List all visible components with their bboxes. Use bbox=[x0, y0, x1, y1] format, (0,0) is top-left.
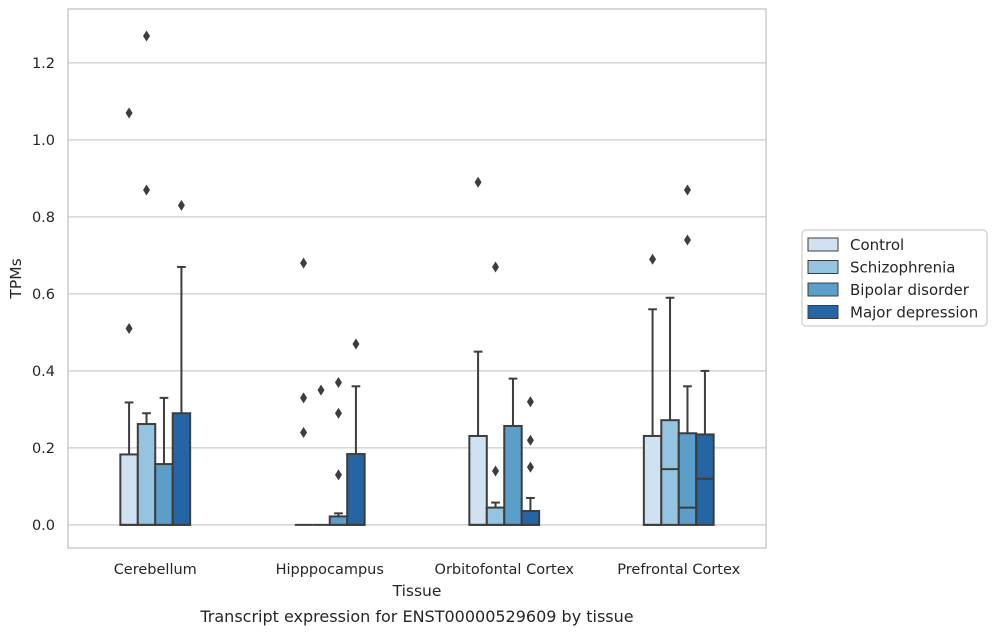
box-schizophrenia bbox=[660, 296, 680, 526]
box-schizophrenia bbox=[136, 30, 157, 526]
box-major-depression bbox=[695, 369, 715, 526]
legend-frame bbox=[801, 229, 988, 327]
x-tick-label: Orbitofontal Cortex bbox=[435, 562, 575, 578]
legend-label: Major depression bbox=[850, 304, 978, 322]
outlier-point bbox=[474, 176, 482, 188]
outlier-point bbox=[683, 184, 691, 196]
legend-label: Bipolar disorder bbox=[850, 281, 970, 299]
outlier-point bbox=[143, 30, 151, 42]
outlier-point bbox=[177, 199, 185, 211]
box-body bbox=[346, 453, 366, 526]
box-major-depression bbox=[346, 338, 366, 526]
y-tick-label: 1.2 bbox=[32, 56, 55, 72]
outlier-point bbox=[334, 407, 342, 419]
box-body bbox=[503, 424, 523, 526]
outlier-point bbox=[317, 384, 325, 396]
legend-swatch bbox=[807, 260, 839, 274]
y-tick-label: 0.6 bbox=[32, 287, 55, 303]
legend-swatch bbox=[807, 305, 839, 319]
box-schizophrenia bbox=[485, 261, 506, 526]
box-major-depression bbox=[520, 396, 541, 526]
outlier-point bbox=[300, 257, 308, 269]
box-body bbox=[136, 423, 157, 526]
box-major-depression bbox=[171, 199, 192, 526]
box-body bbox=[119, 453, 139, 526]
box-body bbox=[468, 434, 488, 526]
x-axis-ticks: Cerebellum Hipppocampus Orbitofontal Corte… bbox=[114, 562, 741, 578]
figure-caption: Transcript expression for ENST0000052960… bbox=[199, 607, 633, 626]
box-body bbox=[328, 515, 349, 526]
x-tick-label: Cerebellum bbox=[114, 562, 197, 578]
y-tick-label: 1.0 bbox=[32, 133, 55, 149]
box-plot-area bbox=[119, 30, 715, 526]
box-body bbox=[485, 506, 506, 526]
outlier-point bbox=[683, 234, 691, 246]
y-tick-label: 0.2 bbox=[32, 441, 55, 457]
y-tick-label: 0.8 bbox=[32, 210, 55, 226]
outlier-point bbox=[125, 323, 133, 335]
box-body bbox=[660, 419, 680, 526]
box-bipolar-disorder bbox=[154, 396, 174, 526]
y-tick-label: 0.0 bbox=[32, 518, 55, 534]
outlier-point bbox=[492, 465, 500, 477]
box-bipolar-disorder bbox=[677, 184, 698, 526]
x-tick-label: Prefrontal Cortex bbox=[617, 562, 740, 578]
legend-label: Schizophrenia bbox=[850, 259, 955, 277]
outlier-point bbox=[526, 396, 534, 408]
outlier-point bbox=[334, 469, 342, 481]
legend-label: Control bbox=[850, 236, 904, 254]
box-body bbox=[520, 510, 541, 526]
y-tick-label: 0.4 bbox=[32, 364, 55, 380]
box-body bbox=[171, 412, 192, 526]
y-axis-ticks: 0.0 0.2 0.4 0.6 0.8 1.0 1.2 bbox=[32, 56, 55, 534]
box-bipolar-disorder bbox=[503, 377, 523, 526]
box-control bbox=[642, 253, 663, 526]
box-control bbox=[468, 176, 488, 526]
box-control bbox=[119, 107, 139, 526]
outlier-point bbox=[143, 184, 151, 196]
outlier-point bbox=[300, 427, 308, 438]
outlier-point bbox=[125, 107, 133, 119]
outlier-point bbox=[300, 392, 308, 404]
outlier-point bbox=[526, 461, 534, 473]
outlier-point bbox=[526, 434, 534, 446]
box-body bbox=[677, 432, 698, 526]
legend-swatch bbox=[807, 282, 839, 297]
box-body bbox=[642, 434, 663, 526]
box-bipolar-disorder bbox=[328, 376, 349, 526]
plot-frame bbox=[67, 8, 767, 549]
outlier-point bbox=[492, 261, 500, 273]
box-body bbox=[154, 463, 174, 526]
x-tick-label: Hipppocampus bbox=[276, 562, 384, 578]
legend: Control Schizophrenia Bipolar disorder Majo… bbox=[801, 229, 988, 327]
x-axis-label: Tissue bbox=[392, 582, 442, 600]
box-schizophrenia bbox=[312, 384, 330, 526]
box-control bbox=[294, 257, 313, 526]
y-axis-label: TPMs bbox=[7, 258, 25, 299]
legend-swatch bbox=[807, 237, 839, 252]
outlier-point bbox=[352, 338, 360, 350]
outlier-point bbox=[649, 253, 657, 265]
outlier-point bbox=[334, 376, 342, 388]
